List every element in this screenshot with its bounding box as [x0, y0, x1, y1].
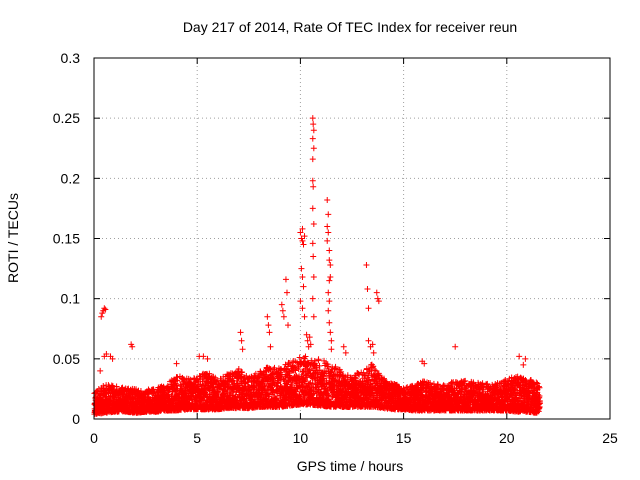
- data-point: [191, 379, 198, 386]
- data-point: [301, 378, 308, 385]
- data-point: [479, 380, 486, 387]
- data-points: [91, 115, 543, 418]
- data-point: [338, 368, 345, 375]
- x-tick-label: 10: [293, 430, 309, 446]
- data-point: [193, 375, 200, 382]
- y-tick-label: 0.05: [53, 351, 80, 367]
- y-tick-label: 0.3: [61, 50, 81, 66]
- data-point: [302, 353, 309, 360]
- data-point: [262, 368, 269, 375]
- data-point: [295, 366, 302, 373]
- data-point: [137, 388, 144, 395]
- y-tick-label: 0.15: [53, 231, 80, 247]
- data-point: [242, 380, 249, 387]
- data-point: [325, 363, 332, 370]
- x-tick-label: 25: [602, 430, 618, 446]
- data-point: [198, 396, 205, 403]
- data-point: [113, 383, 120, 390]
- data-point: [332, 363, 339, 370]
- data-point: [315, 370, 322, 377]
- data-point: [371, 367, 378, 374]
- data-point: [320, 375, 327, 382]
- data-point: [342, 373, 349, 380]
- x-tick-label: 5: [193, 430, 201, 446]
- y-tick-label: 0.1: [61, 291, 81, 307]
- data-point: [215, 388, 222, 395]
- y-tick-label: 0.2: [61, 170, 81, 186]
- x-tick-label: 20: [499, 430, 515, 446]
- y-tick-labels: 0 0.05 0.1 0.15 0.2 0.25 0.3: [53, 50, 80, 427]
- data-point: [427, 381, 434, 388]
- data-point: [365, 372, 372, 379]
- data-point: [431, 395, 438, 402]
- data-point: [174, 374, 181, 381]
- data-point: [462, 377, 469, 384]
- y-tick-label: 0: [72, 411, 80, 427]
- data-point: [271, 364, 278, 371]
- chart-title: Day 217 of 2014, Rate Of TEC Index for r…: [183, 19, 517, 35]
- data-point: [497, 380, 504, 387]
- data-point: [300, 368, 307, 375]
- data-point: [315, 356, 322, 363]
- data-point: [230, 377, 237, 384]
- data-point: [235, 366, 242, 373]
- y-tick-label: 0.25: [53, 110, 80, 126]
- data-point: [286, 359, 293, 366]
- data-point: [379, 376, 386, 383]
- data-point: [313, 364, 320, 371]
- data-point: [173, 385, 180, 392]
- data-point: [296, 393, 303, 400]
- data-point: [434, 381, 441, 388]
- x-tick-label: 15: [396, 430, 412, 446]
- data-point: [316, 367, 323, 374]
- x-tick-label: 0: [90, 430, 98, 446]
- data-point: [278, 366, 285, 373]
- data-point: [327, 369, 334, 376]
- x-tick-labels: 0 5 10 15 20 25: [90, 430, 618, 446]
- data-point: [239, 369, 246, 376]
- data-point: [322, 360, 329, 367]
- data-point: [370, 363, 377, 370]
- data-point: [355, 370, 362, 377]
- data-point: [375, 370, 382, 377]
